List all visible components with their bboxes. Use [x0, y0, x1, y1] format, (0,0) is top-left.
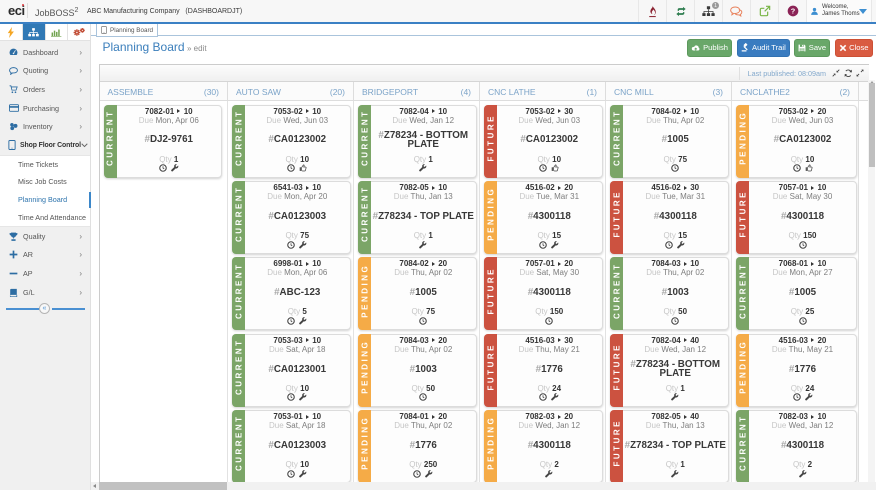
svg-text:?: ?	[790, 7, 795, 16]
